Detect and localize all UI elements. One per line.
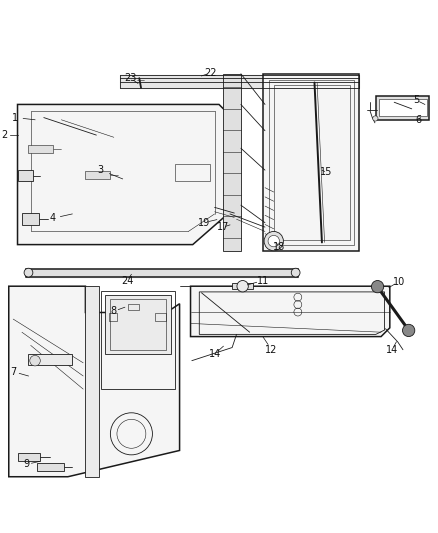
- Text: 14: 14: [386, 345, 398, 355]
- Text: 1: 1: [12, 112, 18, 123]
- Text: 2: 2: [1, 130, 7, 140]
- Polygon shape: [85, 171, 110, 179]
- Text: 8: 8: [111, 306, 117, 316]
- Polygon shape: [28, 145, 53, 152]
- Text: 14: 14: [208, 349, 221, 359]
- Polygon shape: [18, 170, 33, 181]
- Polygon shape: [376, 96, 429, 120]
- Text: 23: 23: [124, 73, 137, 83]
- Text: 24: 24: [121, 276, 133, 286]
- Polygon shape: [37, 463, 64, 472]
- Polygon shape: [120, 75, 359, 88]
- Text: 5: 5: [413, 95, 419, 105]
- Text: 7: 7: [10, 367, 16, 377]
- Polygon shape: [223, 74, 241, 251]
- Circle shape: [403, 324, 415, 336]
- Polygon shape: [191, 286, 390, 336]
- Polygon shape: [18, 453, 40, 462]
- Circle shape: [24, 268, 33, 277]
- Text: 15: 15: [320, 167, 332, 177]
- Text: 22: 22: [204, 68, 216, 78]
- Text: 17: 17: [217, 222, 230, 232]
- Polygon shape: [85, 286, 99, 477]
- Circle shape: [268, 236, 279, 247]
- Polygon shape: [232, 283, 253, 289]
- Circle shape: [264, 231, 283, 251]
- Text: 6: 6: [415, 115, 421, 125]
- Text: 4: 4: [49, 213, 56, 223]
- Polygon shape: [379, 99, 427, 116]
- Polygon shape: [28, 354, 72, 365]
- Text: 3: 3: [98, 165, 104, 175]
- Circle shape: [30, 356, 40, 366]
- Circle shape: [373, 116, 378, 121]
- Text: 10: 10: [392, 277, 405, 287]
- Polygon shape: [263, 74, 359, 251]
- Circle shape: [237, 280, 248, 292]
- Text: 11: 11: [257, 276, 269, 286]
- Text: 18: 18: [273, 242, 286, 252]
- Polygon shape: [105, 295, 171, 354]
- Polygon shape: [26, 269, 298, 277]
- Text: 12: 12: [265, 345, 278, 355]
- Circle shape: [291, 268, 300, 277]
- Polygon shape: [9, 286, 180, 477]
- Polygon shape: [22, 213, 39, 225]
- Text: 19: 19: [198, 217, 210, 228]
- Circle shape: [371, 280, 384, 293]
- Polygon shape: [18, 104, 228, 245]
- Text: 9: 9: [23, 459, 29, 470]
